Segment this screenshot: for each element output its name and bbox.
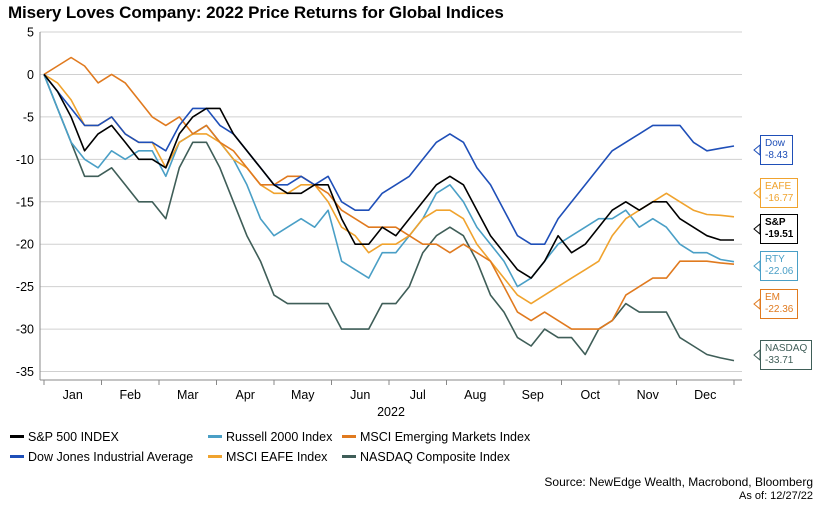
- legend-swatch: [342, 435, 356, 438]
- end-label-value: -22.36: [765, 304, 794, 315]
- end-label-nasdaq: NASDAQ -33.71: [760, 340, 813, 370]
- legend-swatch: [342, 455, 356, 458]
- y-tick-label: -10: [16, 153, 34, 167]
- x-tick-label: Jun: [350, 388, 370, 402]
- end-label-name: Dow: [765, 138, 786, 149]
- series-line-nasdaq: [43, 74, 735, 362]
- end-label-name: S&P: [765, 217, 786, 228]
- x-tick-label: Sep: [522, 388, 544, 402]
- legend-item-eafe: MSCI EAFE Index: [208, 450, 327, 464]
- end-label-value: -16.77: [765, 193, 794, 204]
- end-label-name: EAFE: [765, 181, 792, 192]
- x-tick-labels: Jan Feb Mar Apr May Jun Jul Aug Sep Oct Nov Dec: [43, 380, 735, 402]
- legend-item-em: MSCI Emerging Markets Index: [342, 430, 530, 444]
- legend-label: MSCI EAFE Index: [226, 450, 328, 464]
- x-tick-label: May: [291, 388, 315, 402]
- as-of-date: As of: 12/27/22: [739, 490, 813, 502]
- end-label-rty: RTY -22.06: [760, 251, 799, 281]
- legend-label: S&P 500 INDEX: [28, 430, 119, 444]
- end-label-eafe: EAFE -16.77: [760, 178, 799, 208]
- y-tick-label: -20: [16, 238, 34, 252]
- x-tick-label: Jul: [410, 388, 426, 402]
- y-tick-label: -15: [16, 195, 34, 209]
- end-label-em: EM -22.36: [760, 289, 799, 319]
- series-lines: [43, 56, 761, 362]
- end-label-value: -8.43: [765, 150, 788, 161]
- legend-item-russell: Russell 2000 Index: [208, 430, 332, 444]
- x-tick-label: Jan: [63, 388, 83, 402]
- x-tick-label: Aug: [464, 388, 486, 402]
- y-tick-label: 5: [27, 26, 34, 40]
- legend-item-nasdaq: NASDAQ Composite Index: [342, 450, 510, 464]
- x-tick-label: Dec: [694, 388, 716, 402]
- y-tick-label: -25: [16, 280, 34, 294]
- x-tick-label: Nov: [637, 388, 660, 402]
- x-tick-label: Oct: [581, 388, 601, 402]
- end-label-name: EM: [765, 292, 780, 303]
- end-label-value: -22.06: [765, 266, 794, 277]
- end-label-s-p: S&P -19.51: [760, 214, 799, 244]
- legend-swatch: [208, 455, 222, 458]
- legend-label: MSCI Emerging Markets Index: [360, 430, 531, 444]
- series-line-eafe: [43, 73, 735, 305]
- series-line-s-p: [43, 73, 734, 279]
- y-tick-label: -30: [16, 323, 34, 337]
- end-label-name: RTY: [765, 254, 785, 265]
- y-tick-labels: 5 0 -5 -10 -15 -20 -25 -30 -35: [16, 26, 34, 380]
- series-line-em: [43, 56, 735, 330]
- y-tick-label: -35: [16, 365, 34, 379]
- series-line-rty: [43, 74, 735, 288]
- y-tick-label: 0: [27, 68, 34, 82]
- y-tick-label: -5: [23, 110, 34, 124]
- series-line-dow: [43, 73, 735, 245]
- chart-title: Misery Loves Company: 2022 Price Returns…: [8, 3, 504, 22]
- legend-item-dow: Dow Jones Industrial Average: [10, 450, 193, 464]
- legend-swatch: [208, 435, 222, 438]
- source-note: Source: NewEdge Wealth, Macrobond, Bloom…: [544, 475, 813, 489]
- legend-label: Dow Jones Industrial Average: [28, 450, 194, 464]
- end-label-value: -33.71: [765, 355, 794, 366]
- x-tick-label: Mar: [177, 388, 199, 402]
- legend-label: NASDAQ Composite Index: [360, 450, 511, 464]
- end-label-dow: Dow -8.43: [760, 135, 793, 165]
- legend-swatch: [10, 435, 24, 438]
- legend-label: Russell 2000 Index: [226, 430, 333, 444]
- legend-swatch: [10, 455, 24, 458]
- end-label-name: NASDAQ: [765, 343, 808, 354]
- gridlines: [39, 31, 742, 381]
- x-axis-label: 2022: [377, 405, 405, 419]
- x-tick-label: Feb: [119, 388, 141, 402]
- end-label-value: -19.51: [765, 229, 794, 240]
- x-tick-label: Apr: [236, 388, 255, 402]
- legend-item-sp500: S&P 500 INDEX: [10, 430, 119, 444]
